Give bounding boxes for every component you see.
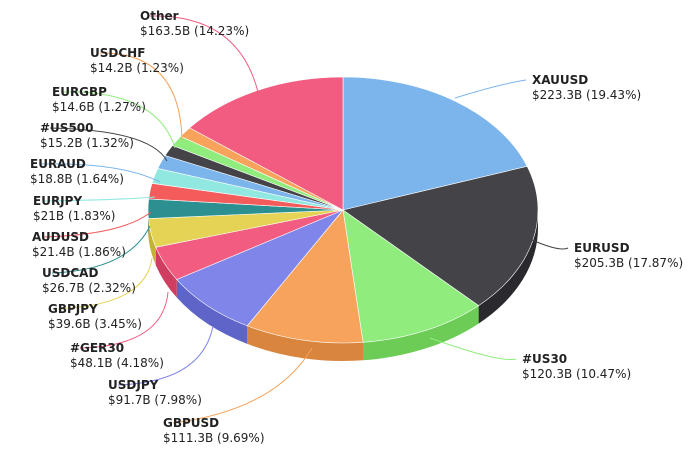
pie-side-us30 bbox=[363, 305, 479, 361]
connector-other bbox=[149, 15, 259, 93]
pie-slice-us30[interactable] bbox=[342, 209, 480, 343]
connector-ger30 bbox=[79, 291, 169, 349]
label-value-usdcad: $26.7B (2.32%) bbox=[42, 281, 136, 295]
connector-usdcad bbox=[51, 225, 151, 274]
pie-slice-usdjpy[interactable] bbox=[176, 209, 344, 327]
pie-side-gbpusd bbox=[247, 325, 364, 361]
label-name-usdjpy: USDJPY bbox=[108, 378, 159, 392]
connector-eurusd bbox=[531, 239, 569, 250]
connector-usdjpy bbox=[117, 325, 214, 386]
pie-labels: XAUUSD$223.3B (19.43%) EURUSD$205.3B (17.… bbox=[30, 9, 683, 445]
label-name-us500: #US500 bbox=[40, 121, 94, 135]
connector-usdchf bbox=[99, 52, 183, 141]
label-name-eurusd: EURUSD bbox=[574, 241, 630, 255]
label-value-other: $163.5B (14.23%) bbox=[140, 24, 249, 38]
connector-gbpjpy bbox=[57, 257, 153, 310]
label-name-other: Other bbox=[140, 9, 179, 23]
label-value-euraud: $18.8B (1.64%) bbox=[30, 172, 124, 186]
label-value-us30: $120.3B (10.47%) bbox=[522, 367, 631, 381]
connector-xauusd bbox=[454, 79, 527, 99]
label-value-eurgbp: $14.6B (1.27%) bbox=[52, 100, 146, 114]
pie-slice-gbpusd[interactable] bbox=[246, 209, 364, 344]
label-value-us500: $15.2B (1.32%) bbox=[40, 136, 134, 150]
connector-gbpusd bbox=[172, 347, 313, 424]
label-name-ger30: #GER30 bbox=[70, 341, 124, 355]
pie-side-usdjpy bbox=[176, 279, 248, 344]
pie-side-walls bbox=[148, 210, 539, 361]
label-name-us30: #US30 bbox=[522, 352, 567, 366]
label-name-usdcad: USDCAD bbox=[42, 266, 98, 280]
label-value-audusd: $21.4B (1.86%) bbox=[32, 245, 126, 259]
label-value-usdchf: $14.2B (1.23%) bbox=[90, 61, 184, 75]
connector-eurjpy bbox=[42, 196, 156, 202]
pie-slice-xauusd[interactable] bbox=[342, 76, 528, 211]
connector-eurgbp bbox=[61, 91, 176, 149]
label-name-audusd: AUDUSD bbox=[32, 230, 89, 244]
label-name-eurgbp: EURGBP bbox=[52, 85, 107, 99]
label-name-euraud: EURAUD bbox=[30, 157, 86, 171]
connector-euraud bbox=[39, 163, 161, 183]
label-value-ger30: $48.1B (4.18%) bbox=[70, 356, 164, 370]
label-value-usdjpy: $91.7B (7.98%) bbox=[108, 393, 202, 407]
label-name-eurjpy: EURJPY bbox=[33, 194, 82, 208]
pie-side-eurusd bbox=[478, 210, 539, 324]
label-name-usdchf: USDCHF bbox=[90, 46, 145, 60]
label-name-xauusd: XAUUSD bbox=[532, 73, 588, 87]
label-value-eurjpy: $21B (1.83%) bbox=[33, 209, 115, 223]
label-name-gbpusd: GBPUSD bbox=[163, 416, 219, 430]
pie-slices bbox=[147, 76, 539, 344]
label-value-gbpjpy: $39.6B (3.45%) bbox=[48, 317, 142, 331]
label-value-gbpusd: $111.3B (9.69%) bbox=[163, 431, 265, 445]
label-name-gbpjpy: GBPJPY bbox=[48, 302, 98, 316]
connector-audusd bbox=[41, 211, 152, 238]
connector-us30 bbox=[429, 337, 517, 361]
pie-side-ger30 bbox=[155, 247, 177, 298]
label-value-xauusd: $223.3B (19.43%) bbox=[532, 88, 641, 102]
label-value-eurusd: $205.3B (17.87%) bbox=[574, 256, 683, 270]
connector-us500 bbox=[49, 127, 168, 162]
